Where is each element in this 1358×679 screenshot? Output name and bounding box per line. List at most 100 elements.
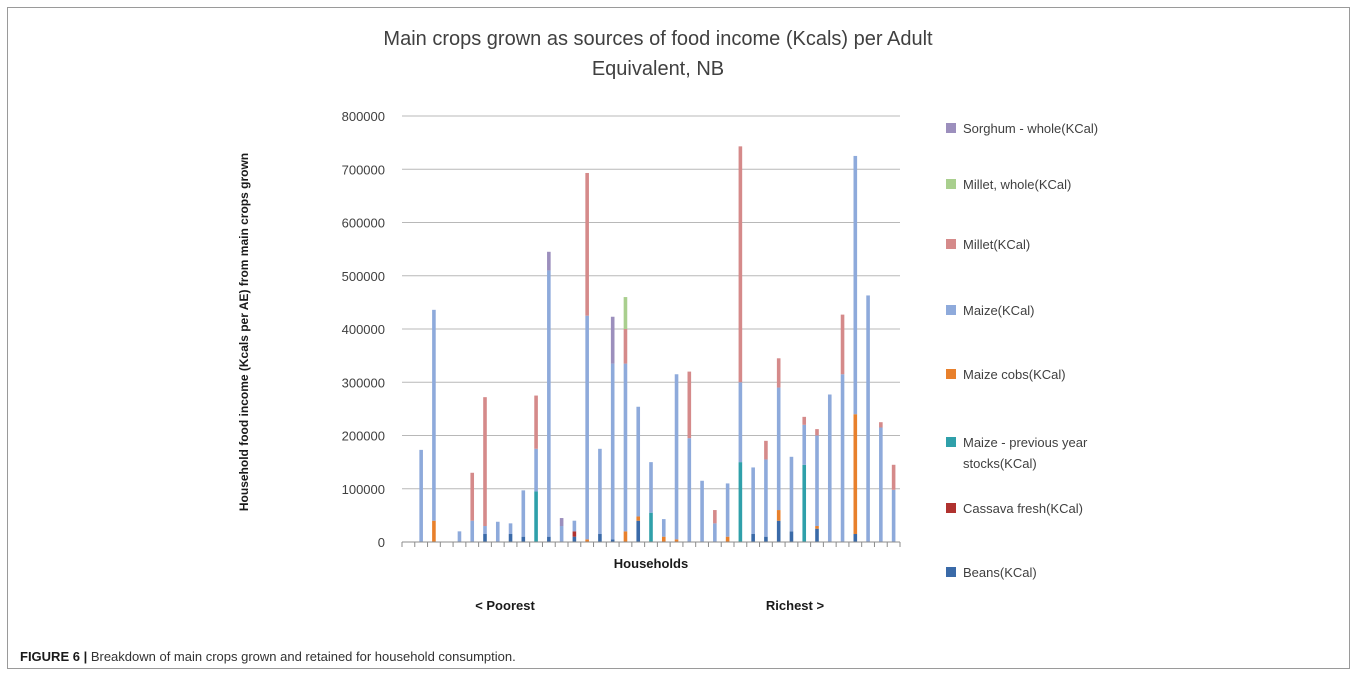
bar-segment xyxy=(636,516,641,521)
bar-segment xyxy=(802,424,807,465)
legend-label: Maize(KCal) xyxy=(963,303,1035,318)
bar-segment xyxy=(764,536,768,542)
bar-segment xyxy=(508,523,513,535)
bar-segment xyxy=(776,520,781,542)
legend-swatch xyxy=(946,567,956,577)
y-tick-labels: 0 100000 200000 300000 400000 500000 600000 700… xyxy=(342,109,385,550)
bar-segment xyxy=(776,387,781,511)
x-tick-marks xyxy=(401,542,901,547)
bar-segment xyxy=(674,539,679,542)
legend-label: Millet(KCal) xyxy=(963,237,1030,252)
bar-segment xyxy=(623,363,628,532)
legend-swatch xyxy=(946,369,956,379)
bar-segment xyxy=(623,329,628,364)
legend-label: Maize cobs(KCal) xyxy=(963,367,1066,382)
bar-segment xyxy=(649,512,653,542)
chart-title-line1: Main crops grown as sources of food inco… xyxy=(383,28,933,50)
figure-frame xyxy=(7,7,1350,669)
y-tick-label: 100000 xyxy=(342,482,385,497)
bar-segment xyxy=(483,534,487,542)
bar-marks xyxy=(419,146,896,543)
bar-segment xyxy=(879,427,883,542)
bar-segment xyxy=(802,416,807,425)
bar-segment xyxy=(521,536,526,542)
bar-segment xyxy=(521,490,526,537)
legend-label: Beans(KCal) xyxy=(963,565,1037,580)
legend-label: Maize - previous year xyxy=(963,435,1088,450)
legend-swatch xyxy=(946,179,956,189)
y-tick-label: 500000 xyxy=(342,269,385,284)
bar-segment xyxy=(738,382,743,463)
bar-segment xyxy=(470,472,475,521)
bar-segment xyxy=(738,146,743,383)
bar-segment xyxy=(687,438,692,542)
bar-segment xyxy=(559,518,564,527)
y-tick-label: 200000 xyxy=(342,429,385,444)
bar-segment xyxy=(751,534,755,542)
bar-segment xyxy=(802,464,807,542)
bar-segment xyxy=(687,371,692,439)
bar-segment xyxy=(547,536,551,542)
bar-segment xyxy=(713,510,717,524)
bar-segment xyxy=(610,363,615,540)
bar-segment xyxy=(585,539,589,542)
bar-segment xyxy=(853,534,858,542)
bar-segment xyxy=(879,422,883,428)
bar-segment xyxy=(623,531,628,542)
figure-caption-label: FIGURE 6 | xyxy=(20,649,88,664)
bar-segment xyxy=(534,395,538,449)
y-tick-label: 0 xyxy=(378,535,385,550)
bar-segment xyxy=(483,397,487,527)
bar-segment xyxy=(495,521,500,542)
y-tick-label: 700000 xyxy=(342,162,385,177)
y-tick-label: 800000 xyxy=(342,109,385,124)
bar-segment xyxy=(815,526,819,529)
legend: Sorghum - whole(KCal) Millet, whole(KCal)… xyxy=(946,121,1098,580)
bar-segment xyxy=(483,526,487,535)
bar-segment xyxy=(725,483,730,537)
bar-segment xyxy=(649,462,653,513)
bar-segment xyxy=(572,531,577,537)
bar-segment xyxy=(751,467,755,535)
bar-segment xyxy=(598,534,602,542)
bar-segment xyxy=(853,414,858,535)
y-tick-label: 600000 xyxy=(342,216,385,231)
bar-segment xyxy=(840,314,845,375)
legend-swatch xyxy=(946,503,956,513)
y-tick-label: 300000 xyxy=(342,375,385,390)
bar-segment xyxy=(700,480,704,542)
bar-segment xyxy=(585,172,589,316)
bar-segment xyxy=(585,315,589,540)
legend-swatch xyxy=(946,123,956,133)
bar-segment xyxy=(610,316,615,364)
bar-segment xyxy=(636,520,641,542)
bar-segment xyxy=(815,528,819,542)
bar-segment xyxy=(866,295,870,542)
legend-swatch xyxy=(946,305,956,315)
bar-segment xyxy=(853,155,858,415)
bar-segment xyxy=(661,519,666,537)
bar-segment xyxy=(432,309,436,521)
legend-swatch xyxy=(946,239,956,249)
chart-title-line2: Equivalent, NB xyxy=(592,58,724,80)
bar-segment xyxy=(891,464,896,490)
x-axis-label: Households xyxy=(614,556,688,571)
bar-segment xyxy=(610,539,615,542)
bar-segment xyxy=(419,449,423,542)
annotation-poorest: < Poorest xyxy=(475,598,535,613)
bar-segment xyxy=(815,435,819,527)
bar-segment xyxy=(547,270,551,537)
legend-label: Millet, whole(KCal) xyxy=(963,177,1071,192)
bar-segment xyxy=(661,536,666,542)
bar-segment xyxy=(776,510,781,521)
bar-segment xyxy=(534,491,538,542)
bar-segment xyxy=(725,536,730,542)
bar-segment xyxy=(534,448,538,492)
bar-segment xyxy=(789,456,794,532)
bar-segment xyxy=(713,523,717,542)
bar-segment xyxy=(738,462,743,543)
bar-segment xyxy=(572,536,577,542)
bar-segment xyxy=(432,520,436,542)
bar-segment xyxy=(776,358,781,388)
